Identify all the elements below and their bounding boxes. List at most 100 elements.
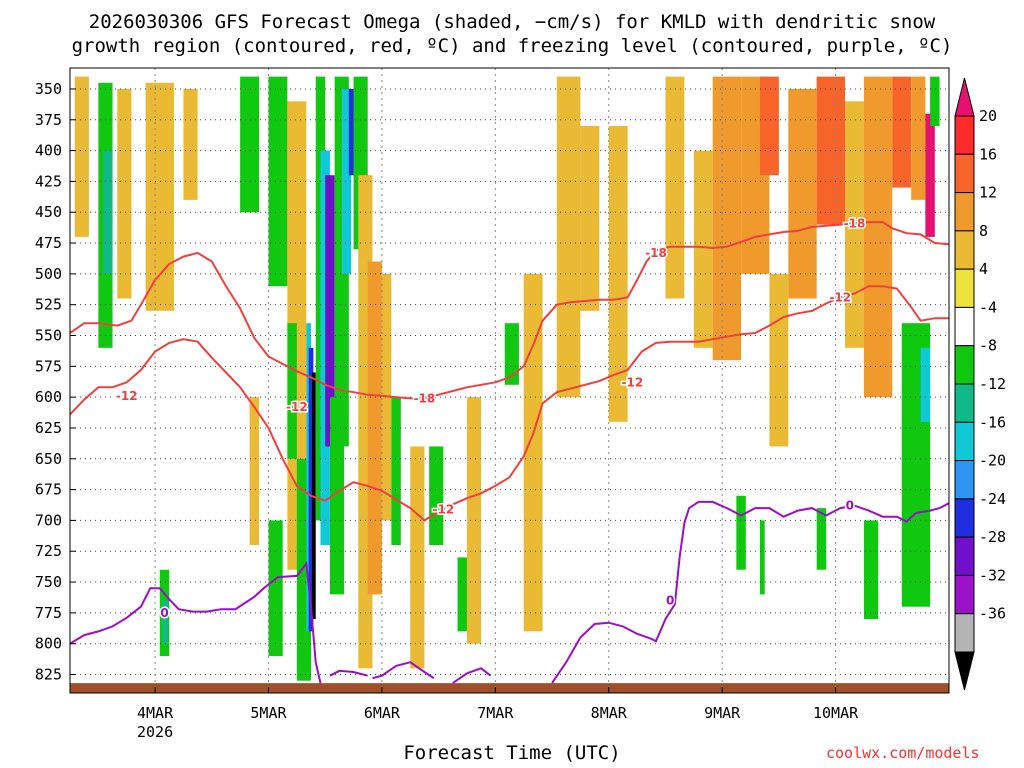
colorbar-label: 4: [979, 260, 988, 278]
colorbar-bin: [954, 230, 975, 270]
x-tick-label: 10MAR: [813, 704, 859, 722]
omega-cell: [580, 125, 600, 311]
y-axis: 350 375 400 425 450 475 500 525 550 575 600 625 650 6…: [35, 80, 76, 684]
site-credit: coolwx.com/models: [826, 744, 980, 762]
omega-cell: [556, 76, 581, 398]
omega-cell: [74, 76, 89, 237]
x-tick-label: 7MAR: [477, 704, 514, 722]
omega-cell: [341, 88, 352, 274]
colorbar-label: 8: [979, 222, 988, 240]
colorbar-bin: [954, 306, 975, 347]
omega-cell: [348, 88, 359, 176]
y-tick-label: 475: [35, 234, 62, 252]
colorbar-label: -24: [979, 490, 1006, 508]
omega-cell: [117, 88, 132, 299]
dgz-lower-label: -12: [622, 375, 644, 389]
omega-cell: [816, 508, 827, 570]
omega-cell: [162, 600, 169, 644]
omega-cell: [693, 150, 713, 348]
chart-title-line1: 2026030306 GFS Forecast Omega (shaded, −…: [88, 11, 936, 33]
dgz-lower-label: -12: [432, 502, 454, 516]
omega-cell: [145, 82, 174, 311]
omega-cell: [325, 175, 335, 447]
omega-cell: [504, 323, 519, 385]
colorbar-bin: [954, 460, 975, 500]
chart-title-line2: growth region (contoured, red, ºC) and f…: [71, 35, 953, 57]
omega-cell: [863, 76, 893, 398]
omega-cell: [287, 323, 297, 459]
colorbar-bin: [954, 613, 975, 653]
omega-cell: [759, 520, 765, 595]
x-tick-label: 4MAR: [137, 704, 174, 722]
colorbar-bin: [954, 115, 975, 155]
y-tick-label: 400: [35, 142, 62, 160]
omega-cell: [892, 76, 912, 188]
y-tick-label: 425: [35, 172, 62, 190]
colorbar-bottom-tip: [954, 651, 975, 691]
x-year-label: 2026: [137, 723, 173, 741]
dgz-upper-label: -18: [844, 216, 866, 230]
y-tick-label: 625: [35, 419, 62, 437]
colorbar-label: 12: [979, 184, 997, 202]
omega-cell: [523, 273, 543, 632]
dgz-lower-label: -12: [286, 400, 308, 414]
freezing-level-b: [329, 669, 368, 677]
dgz-lower-label: -12: [829, 290, 851, 304]
x-tick-label: 8MAR: [591, 704, 628, 722]
y-tick-label: 550: [35, 327, 62, 345]
dgz-lower: [70, 285, 949, 522]
colorbar-label: -20: [979, 452, 1006, 470]
omega-cell: [268, 76, 288, 287]
y-tick-label: 775: [35, 604, 62, 622]
freezing-level-c: [372, 661, 435, 680]
omega-cell: [759, 76, 779, 176]
dgz-upper-label: -18: [645, 246, 667, 260]
omega-cell: [608, 125, 628, 422]
contour-lines: [70, 221, 949, 684]
colorbar-bin: [954, 345, 975, 385]
x-tick-label: 9MAR: [704, 704, 741, 722]
colorbar-bin: [954, 153, 975, 194]
omega-cell: [920, 347, 931, 422]
omega-cell: [429, 446, 444, 546]
colorbar-label: -12: [979, 375, 1006, 393]
x-axis: 4MAR 5MAR 6MAR 7MAR 8MAR 9MAR 10MAR 2026: [137, 687, 859, 741]
omega-cell: [769, 273, 789, 447]
y-tick-label: 725: [35, 542, 62, 560]
y-tick-label: 600: [35, 388, 62, 406]
dgz-upper: [70, 221, 949, 400]
colorbar-label: -8: [979, 337, 997, 355]
dgz-upper-label: -18: [414, 391, 436, 405]
omega-cell: [249, 397, 260, 546]
y-tick-label: 825: [35, 666, 62, 684]
colorbar-label: -32: [979, 566, 1006, 584]
grid-lines: [70, 68, 949, 693]
y-tick-label: 525: [35, 296, 62, 314]
y-tick-label: 750: [35, 573, 62, 591]
colorbar-label: -28: [979, 528, 1006, 546]
colorbar-bin: [954, 498, 975, 538]
omega-cell: [268, 520, 283, 657]
y-tick-label: 575: [35, 357, 62, 375]
y-tick-label: 800: [35, 635, 62, 653]
omega-cell: [736, 495, 746, 570]
colorbar-top-tip: [954, 77, 975, 117]
colorbar-bin: [954, 421, 975, 462]
freezing-level-d: [452, 667, 492, 684]
omega-cell: [183, 88, 198, 200]
y-tick-label: 650: [35, 450, 62, 468]
colorbar-label: -4: [979, 298, 997, 316]
omega-cell: [930, 76, 940, 126]
omega-cell: [306, 323, 312, 632]
dgz-lower-label: -12: [116, 389, 138, 403]
omega-cell: [308, 347, 314, 632]
colorbar-bin: [954, 192, 975, 232]
omega-cell: [457, 557, 467, 632]
freezing-level-a-label: 0: [160, 606, 168, 620]
y-tick-label: 500: [35, 265, 62, 283]
terrain-surface: [70, 683, 949, 693]
freezing-level-a: [70, 561, 322, 684]
omega-cell: [911, 76, 926, 200]
omega-cell: [925, 113, 935, 237]
